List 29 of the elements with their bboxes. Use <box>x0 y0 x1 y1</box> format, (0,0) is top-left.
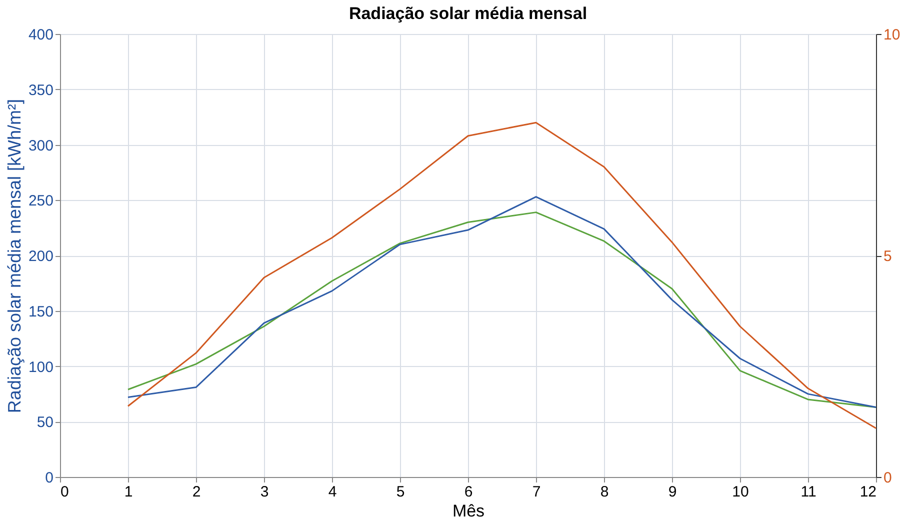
x-tick-label: 8 <box>600 484 609 500</box>
y2-tick-label: 0 <box>884 470 892 486</box>
y-tick-label: 150 <box>28 303 54 320</box>
x-tick-label: 5 <box>396 484 405 500</box>
y-tick-label: 400 <box>28 26 54 44</box>
y-tick-label: 200 <box>28 248 54 265</box>
x-tick-label: 0 <box>60 484 69 500</box>
x-tick-label: 1 <box>124 484 133 500</box>
y-tick-label: 300 <box>28 137 54 154</box>
x-tick-label: 2 <box>192 484 201 500</box>
x-tick-label: 7 <box>532 484 541 500</box>
y-tick-label: 0 <box>45 470 54 486</box>
x-tick-label: 3 <box>260 484 269 500</box>
x-tick-label: 6 <box>464 484 473 500</box>
line-series <box>127 122 877 430</box>
y-tick-label: 350 <box>28 82 54 99</box>
y-axis-title: Radiação solar média mensal [kWh/m²] <box>4 98 24 414</box>
x-tick-label: 9 <box>668 484 677 500</box>
x-tick-label: 11 <box>800 484 816 500</box>
x-tick-label: 10 <box>732 484 749 500</box>
x-tick-label: 4 <box>328 484 337 500</box>
x-tick-label: 12 <box>860 484 876 500</box>
y2-tick-label: 10 <box>884 26 900 44</box>
chart-title: Radiação solar média mensal <box>348 4 588 23</box>
y-tick-label: 100 <box>28 358 54 376</box>
y2-tick-label: 5 <box>884 248 892 265</box>
y-tick-label: 250 <box>28 192 54 210</box>
x-axis-title: Mês <box>452 502 485 520</box>
y-tick-label: 50 <box>36 414 54 432</box>
